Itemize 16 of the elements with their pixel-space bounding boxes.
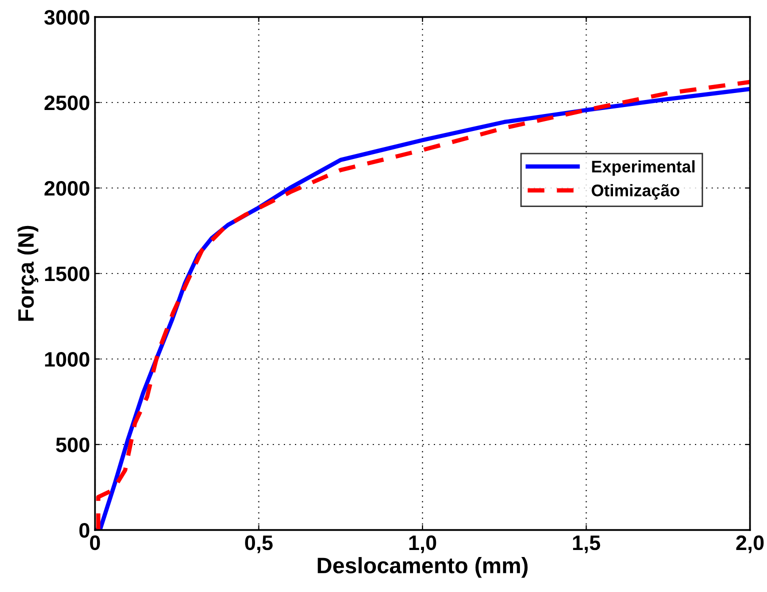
x-tick-label: 2,0: [736, 535, 764, 554]
x-tick-label: 0,5: [245, 535, 273, 554]
y-tick-label: 500: [56, 438, 90, 452]
legend-label: Otimização: [592, 184, 680, 200]
x-tick-label: 1,5: [573, 536, 600, 554]
x-tick-label: 1,0: [409, 535, 436, 554]
x-axis-title: Deslocamento (mm): [318, 557, 528, 578]
y-tick-label: 2000: [44, 181, 90, 196]
y-tick-label: 1500: [45, 266, 90, 282]
y-tick-label: 0: [79, 523, 90, 538]
y-tick-label: 2500: [44, 96, 90, 110]
y-axis-title: Força (N): [18, 226, 38, 321]
x-tick-label: 0: [90, 535, 100, 550]
y-tick-label: 1000: [45, 352, 90, 367]
y-tick-label: 3000: [44, 10, 90, 25]
legend-label: Experimental: [592, 160, 695, 176]
